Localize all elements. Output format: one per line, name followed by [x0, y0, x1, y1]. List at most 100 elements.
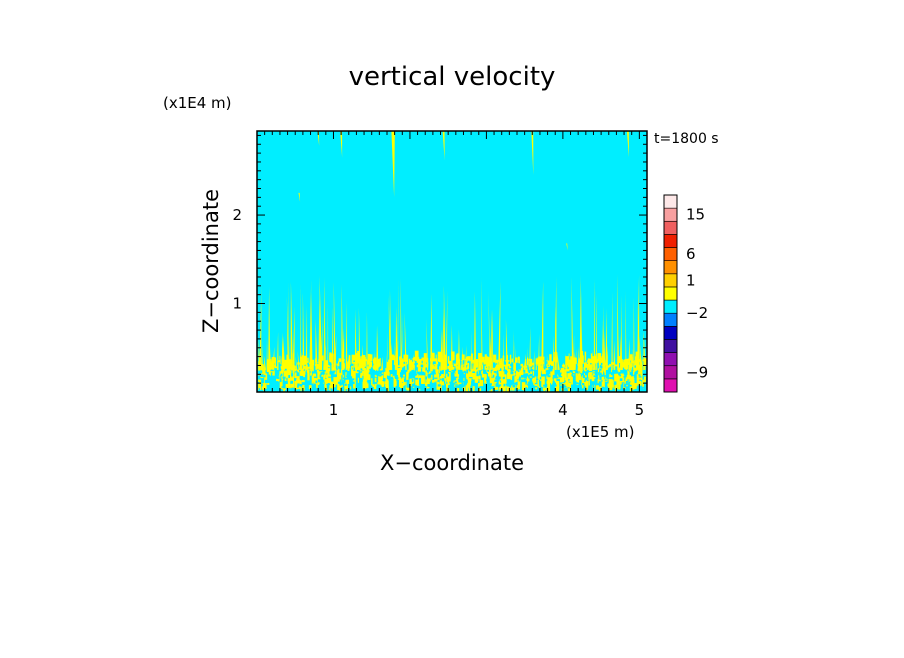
downdraft-cell — [586, 377, 589, 379]
updraft-cell — [519, 371, 524, 377]
updraft-cell — [520, 363, 524, 367]
updraft-cell — [282, 388, 286, 391]
downdraft-cell — [344, 368, 348, 372]
colorbar-band — [663, 273, 678, 288]
downdraft-cell — [468, 368, 471, 371]
updraft-plume — [288, 355, 291, 370]
updraft-cell — [586, 363, 589, 370]
updraft-plume — [546, 354, 549, 370]
downdraft-cell — [454, 376, 458, 378]
downdraft-cell — [592, 384, 595, 388]
downdraft-cell — [553, 382, 556, 386]
updraft-plume — [637, 274, 640, 370]
updraft-cell — [611, 368, 613, 373]
downdraft-cell — [573, 368, 576, 372]
updraft-cell — [261, 383, 263, 390]
downdraft-cell — [320, 372, 323, 376]
updraft-cell — [565, 356, 569, 366]
downdraft-cell — [258, 388, 260, 391]
updraft-cell — [340, 369, 343, 374]
downdraft-cell — [466, 369, 469, 373]
updraft-cell — [418, 374, 422, 379]
updraft-cell — [295, 380, 298, 388]
updraft-cell — [590, 364, 593, 367]
colorbar-label: −2 — [686, 304, 708, 322]
upper-plume — [340, 131, 343, 158]
updraft-cell — [467, 356, 471, 362]
updraft-plume — [620, 294, 623, 370]
downdraft-cell — [297, 383, 300, 387]
updraft-cell — [626, 373, 629, 377]
updraft-plume — [440, 329, 443, 370]
updraft-cell — [567, 382, 572, 392]
updraft-cell — [538, 368, 541, 378]
downdraft-cell — [469, 364, 471, 368]
downdraft-cell — [434, 377, 438, 379]
downdraft-cell — [547, 364, 549, 367]
downdraft-cell — [385, 363, 387, 367]
updraft-cell — [554, 379, 557, 383]
updraft-plume — [258, 337, 261, 370]
updraft-cell — [521, 381, 525, 391]
updraft-plume — [640, 354, 643, 370]
updraft-plume — [281, 332, 284, 370]
downdraft-cell — [315, 380, 318, 384]
updraft-plume — [533, 350, 535, 370]
updraft-cell — [573, 357, 577, 365]
updraft-plume — [318, 299, 321, 370]
downdraft-cell — [463, 370, 466, 374]
updraft-plume — [268, 286, 271, 370]
updraft-cell — [588, 372, 590, 382]
downdraft-cell — [523, 379, 527, 383]
downdraft-cell — [593, 375, 597, 378]
updraft-plume — [603, 305, 605, 370]
updraft-cell — [500, 375, 504, 384]
updraft-plume — [541, 280, 544, 370]
updraft-cell — [301, 380, 305, 383]
updraft-cell — [528, 375, 531, 380]
updraft-cell — [272, 370, 275, 376]
updraft-cell — [628, 371, 630, 382]
downdraft-cell — [472, 371, 476, 374]
downdraft-cell — [279, 369, 282, 371]
updraft-cell — [484, 373, 487, 381]
updraft-cell — [296, 376, 300, 387]
updraft-plume — [263, 355, 267, 370]
updraft-cell — [609, 364, 612, 367]
updraft-cell — [416, 357, 420, 363]
updraft-cell — [523, 381, 525, 389]
downdraft-cell — [631, 372, 633, 374]
updraft-cell — [526, 376, 530, 382]
updraft-cell — [365, 383, 369, 389]
downdraft-cell — [593, 388, 596, 390]
downdraft-cell — [582, 375, 585, 377]
downdraft-cell — [508, 379, 512, 383]
colorbar-band — [663, 220, 678, 235]
downdraft-cell — [600, 365, 604, 369]
colorbar-band — [663, 299, 678, 314]
updraft-cell — [388, 370, 390, 376]
updraft-plume — [411, 353, 415, 370]
updraft-cell — [503, 362, 506, 370]
updraft-cell — [388, 359, 390, 366]
updraft-plume — [332, 306, 334, 370]
downdraft-cell — [359, 377, 363, 381]
updraft-cell — [403, 377, 405, 387]
downdraft-cell — [359, 382, 362, 385]
downdraft-cell — [572, 373, 575, 375]
updraft-plume — [523, 353, 526, 370]
updraft-plume — [580, 324, 582, 370]
downdraft-cell — [344, 360, 348, 364]
updraft-cell — [435, 369, 438, 376]
updraft-cell — [540, 379, 542, 382]
updraft-cell — [615, 372, 617, 381]
downdraft-cell — [342, 377, 345, 380]
downdraft-cell — [428, 376, 430, 379]
updraft-cell — [397, 373, 401, 380]
downdraft-cell — [568, 379, 570, 381]
updraft-cell — [338, 358, 342, 362]
downdraft-cell — [413, 373, 418, 376]
updraft-plume — [571, 276, 574, 370]
updraft-cell — [457, 386, 460, 392]
downdraft-cell — [520, 379, 524, 383]
